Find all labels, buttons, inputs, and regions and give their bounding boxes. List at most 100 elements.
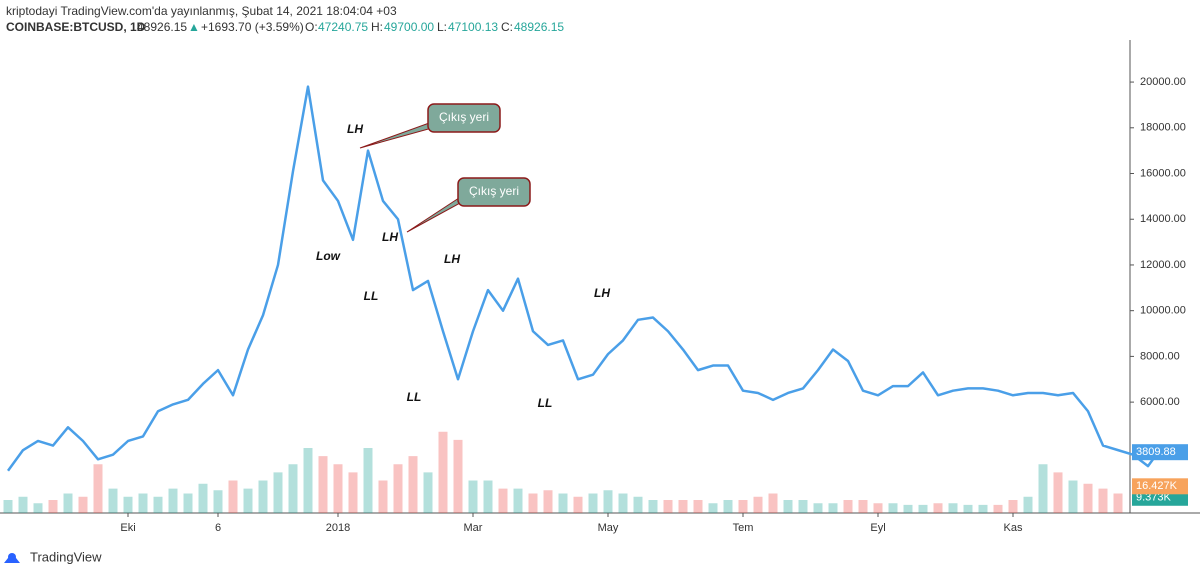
volume-bar [363,448,373,513]
x-tick-label: Tem [733,522,754,534]
volume-bar [783,500,793,513]
volume-bar [498,488,508,513]
l-label: L: [437,20,447,34]
volume-bar [918,504,928,513]
volume-bar [993,504,1003,513]
last-price-box [1132,444,1188,461]
volume-bar [603,490,613,513]
annotation: LL [407,390,422,404]
volume-bar [1098,488,1108,513]
h-value: 49700.00 [384,20,434,34]
volume-bar [633,496,643,513]
volume-bar [408,456,418,513]
change: +1693.70 (+3.59%) [201,20,304,34]
price: 48926.15 [137,20,187,34]
volume-bar [738,500,748,513]
volume-bar [123,496,133,513]
volume-bar [93,464,103,513]
volume-bar [1038,464,1048,513]
volume-bar [183,493,193,513]
volume-bar [453,439,463,513]
annotation: LH [347,122,363,136]
volume-bar [963,504,973,513]
volume-bar [888,503,898,513]
annotation: LH [444,252,460,266]
volume-bar [483,480,493,513]
brand: TradingView [30,549,102,564]
volume-bar [1113,493,1123,513]
x-tick-label: May [598,522,619,534]
volume-bar [1053,472,1063,513]
callout-text: Çıkış yeri [439,110,489,124]
x-tick-label: 6 [215,522,221,534]
logo [4,553,20,563]
volume-bar [318,456,328,513]
volume-bar [543,490,553,513]
volume-bar [198,483,208,513]
y-tick-label: 12000.00 [1140,259,1186,271]
volume-bar [168,488,178,513]
volume-bar [1068,480,1078,513]
volume-bar [948,503,958,513]
x-tick-label: 2018 [326,522,350,534]
annotation: LH [594,286,610,300]
y-tick-label: 16000.00 [1140,167,1186,179]
volume-bar [63,493,73,513]
y-tick-label: 6000.00 [1140,396,1180,408]
volume-bar [108,488,118,513]
volume-bar [708,503,718,513]
x-tick-label: Eyl [870,522,885,534]
volume-bar [678,500,688,513]
callout-pointer [359,121,433,149]
volume-bar [528,493,538,513]
volume-bar [33,503,43,513]
volume-bar [213,490,223,513]
volume-bar [243,488,253,513]
annotation: Low [316,249,341,263]
annotation: LL [364,289,379,303]
volume-bar [393,464,403,513]
y-tick-label: 20000.00 [1140,76,1186,88]
y-tick-label: 18000.00 [1140,122,1186,134]
volume-last: 9.373K [1136,492,1172,504]
volume-bar [153,496,163,513]
volume-bar [573,496,583,513]
volume-bar [753,496,763,513]
volume-bar [3,500,13,513]
volume-bar [558,493,568,513]
volume-bar [78,496,88,513]
volume-bar [768,493,778,513]
y-tick-label: 8000.00 [1140,350,1180,362]
volume-bar [288,464,298,513]
o-value: 47240.75 [318,20,368,34]
volume-bar [663,500,673,513]
volume-bar [1008,500,1018,513]
volume-bar [468,480,478,513]
arrow: ▲ [188,20,200,34]
x-tick-label: Eki [120,522,135,534]
callout-pointer [406,195,463,233]
volume-bar [333,464,343,513]
volume-bar [378,480,388,513]
y-tick-label: 10000.00 [1140,305,1186,317]
volume-bar [798,500,808,513]
volume-bar [423,472,433,513]
volume-bar [18,496,28,513]
volume-bar [858,500,868,513]
volume-bar [843,500,853,513]
volume-bar [828,503,838,513]
volume-bar [693,500,703,513]
volume-bar [648,500,658,513]
o-label: O: [305,20,318,34]
callout-box [457,177,531,207]
volume-bar [723,500,733,513]
price-line [6,85,1165,472]
c-label: C: [501,20,513,34]
l-value: 47100.13 [448,20,498,34]
volume-bar [813,503,823,513]
callout-text: Çıkış yeri [469,184,519,198]
annotation: LH [382,230,398,244]
volume-bar [978,504,988,513]
callout-box [427,103,501,133]
